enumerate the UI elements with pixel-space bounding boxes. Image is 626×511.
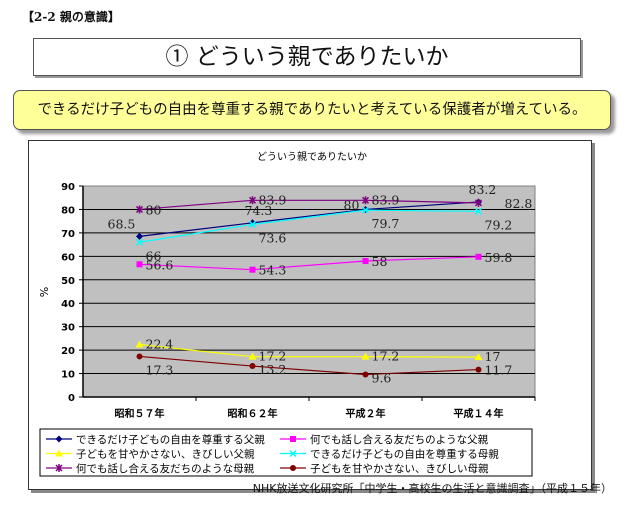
data-label: 79.2 — [485, 217, 513, 232]
y-tick-label: 80 — [61, 205, 75, 216]
y-tick-label: 0 — [68, 393, 75, 404]
data-point — [248, 352, 257, 360]
legend-marker — [289, 449, 297, 458]
data-point — [248, 196, 257, 205]
data-point — [249, 266, 256, 273]
source-note: NHK放送文化研究所「中学生・高校生の生活と意識調査」（平成１５年） — [252, 482, 612, 495]
data-label: 83.9 — [372, 192, 400, 207]
chart-frame — [28, 140, 592, 490]
legend-marker — [55, 435, 63, 443]
summary-callout: できるだけ子どもの自由を尊重する親でありたいと考えている保護者が増えている。 — [13, 90, 611, 130]
data-label: 54.3 — [259, 263, 287, 278]
data-label: 56.6 — [146, 257, 174, 272]
data-point — [475, 253, 482, 260]
chart-title: どういう親でありたいか — [257, 150, 367, 163]
data-label: 83.2 — [469, 182, 497, 197]
data-point — [248, 220, 257, 228]
y-tick-label: 10 — [61, 370, 75, 381]
data-label: 80 — [344, 197, 360, 212]
legend-marker — [290, 465, 296, 471]
data-point — [361, 206, 370, 214]
data-point — [136, 261, 143, 268]
data-point — [474, 207, 483, 215]
data-label: 83.9 — [259, 192, 287, 207]
data-point — [135, 340, 144, 348]
y-tick-label: 60 — [61, 252, 75, 263]
plot-area — [82, 185, 536, 398]
x-tick-label: 平成１４年 — [454, 407, 504, 420]
x-tick-label: 昭和６２年 — [228, 407, 278, 420]
series-line — [139, 199, 479, 211]
data-label: 22.4 — [146, 336, 174, 351]
series-line — [139, 343, 479, 358]
data-label: 13.2 — [259, 362, 287, 377]
data-point — [362, 258, 369, 265]
data-point — [249, 363, 256, 370]
data-label: 80 — [146, 202, 162, 217]
y-axis-label: % — [38, 287, 51, 297]
data-label: 9.6 — [372, 370, 392, 385]
data-label: 73.6 — [259, 230, 287, 245]
data-point — [135, 205, 144, 214]
legend-marker — [55, 464, 63, 472]
y-tick-label: 50 — [61, 276, 75, 287]
legend-label: 子どもを甘やかさない、きびしい母親 — [310, 462, 489, 475]
data-label: 17.2 — [372, 349, 400, 364]
y-tick-label: 30 — [61, 323, 75, 334]
data-label: 58 — [372, 254, 388, 269]
data-point — [474, 353, 483, 361]
legend-label: 何でも話し合える友だちのような母親 — [76, 462, 255, 475]
y-tick-label: 90 — [61, 182, 75, 193]
legend-label: 子どもを甘やかさない、きびしい父親 — [76, 448, 255, 461]
data-label: 68.5 — [108, 216, 136, 231]
data-label: 66 — [146, 248, 162, 263]
y-tick-label: 20 — [61, 346, 75, 357]
data-point — [136, 353, 143, 360]
data-point — [361, 196, 370, 205]
y-tick-label: 70 — [61, 229, 75, 240]
legend-marker — [55, 449, 63, 457]
legend-label: できるだけ子どもの自由を尊重する母親 — [310, 448, 499, 461]
page-title: ① どういう親でありたいか — [33, 38, 581, 76]
data-point — [135, 238, 144, 246]
legend-label: 何でも話し合える友だちのような父親 — [310, 433, 489, 446]
data-point — [474, 198, 483, 207]
data-label: 17 — [485, 349, 501, 364]
data-point — [361, 352, 370, 360]
data-label: 79.7 — [372, 216, 400, 231]
data-label: 17.3 — [146, 362, 174, 377]
data-label: 17.2 — [259, 349, 287, 364]
data-point — [362, 371, 369, 378]
y-tick-label: 40 — [61, 299, 75, 310]
series-line — [139, 256, 479, 271]
data-label: 74.3 — [245, 203, 273, 218]
data-label: 11.7 — [485, 363, 513, 378]
data-point — [136, 232, 143, 240]
section-label: 【2-2 親の意識】 — [22, 10, 120, 24]
data-point — [475, 366, 482, 373]
x-tick-label: 平成２年 — [346, 407, 386, 420]
series-line — [139, 355, 479, 376]
legend-marker — [290, 436, 296, 442]
series-line — [139, 209, 479, 243]
series-line — [139, 201, 479, 238]
data-label: 82.8 — [505, 196, 533, 211]
legend-label: できるだけ子どもの自由を尊重する父親 — [76, 433, 265, 446]
data-label: 59.8 — [485, 250, 513, 265]
x-tick-label: 昭和５７年 — [115, 407, 165, 420]
